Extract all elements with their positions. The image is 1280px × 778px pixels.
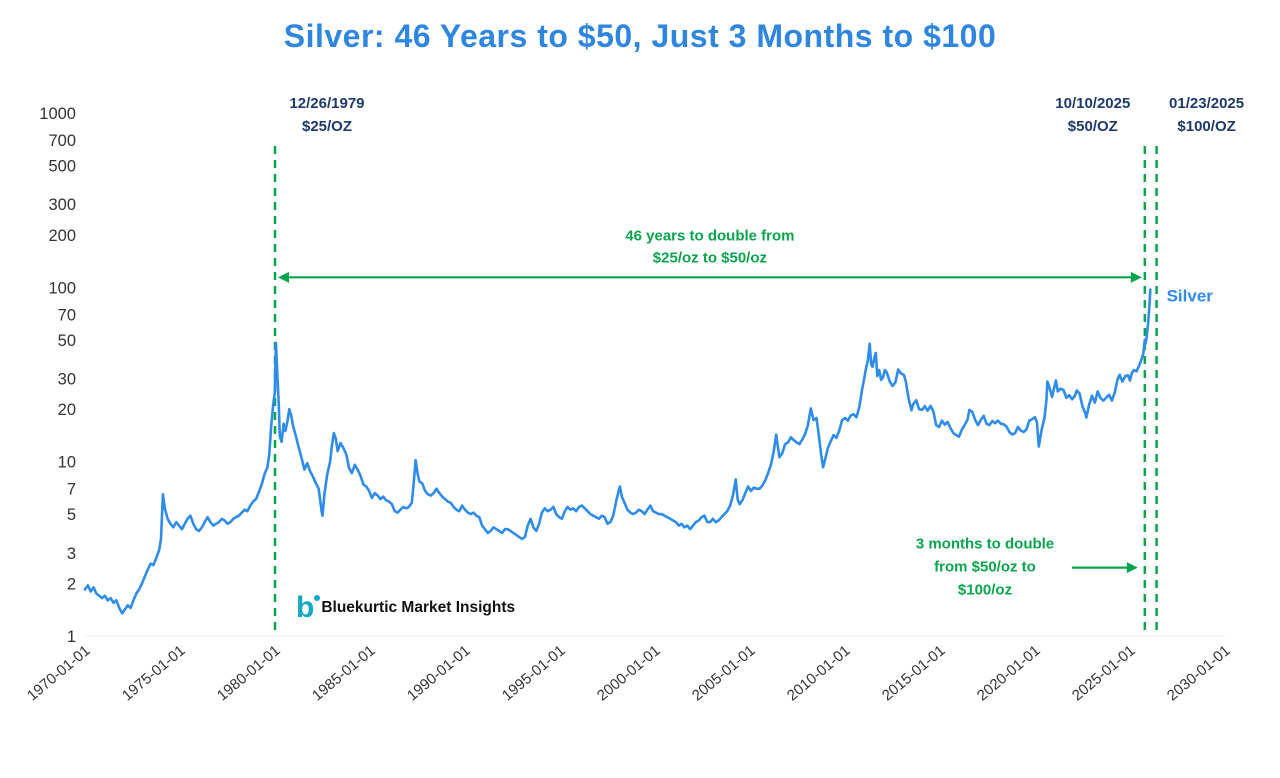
y-tick-label: 70 — [58, 306, 76, 324]
event-date-label: 10/10/2025 — [1055, 95, 1130, 112]
x-tick-label: 2010-01-01 — [784, 642, 854, 704]
x-tick-label: 2030-01-01 — [1164, 642, 1234, 704]
x-tick-label: 2005-01-01 — [689, 642, 759, 704]
x-tick-label: 1975-01-01 — [119, 642, 189, 704]
y-tick-label: 20 — [58, 401, 76, 419]
arrowhead-right-icon — [1130, 271, 1142, 283]
event-price-label: $25/OZ — [302, 118, 352, 135]
annotation-text: $25/oz to $50/oz — [653, 249, 767, 266]
chart-title: Silver: 46 Years to $50, Just 3 Months t… — [283, 18, 997, 54]
y-tick-label: 3 — [67, 545, 76, 563]
y-tick-label: 1000 — [39, 105, 76, 123]
bluekurtic-logo-name: Bluekurtic Market Insights — [321, 599, 516, 616]
y-tick-label: 200 — [48, 227, 76, 245]
x-tick-label: 1980-01-01 — [214, 642, 284, 704]
arrowhead-left-icon — [278, 271, 289, 283]
y-tick-label: 100 — [48, 279, 76, 297]
y-tick-label: 300 — [48, 196, 76, 214]
x-axis-labels: 1970-01-01 1975-01-01 1980-01-01 1985-01-01… — [24, 642, 1234, 704]
y-axis-labels: 1000 700 500 300 200 100 70 50 30 20 10 7 5 3 2 1 — [39, 105, 76, 646]
y-tick-label: 2 — [67, 576, 76, 594]
annotation-text: 46 years to double from — [625, 227, 794, 244]
x-tick-label: 2020-01-01 — [974, 642, 1044, 704]
annotation-text: 3 months to double — [916, 536, 1054, 553]
y-tick-label: 50 — [58, 332, 76, 350]
annotation-46-years: 46 years to double from $25/oz to $50/oz — [278, 227, 1142, 283]
x-tick-label: 1995-01-01 — [499, 642, 569, 704]
y-tick-label: 700 — [48, 132, 76, 150]
series-label: Silver — [1167, 287, 1214, 306]
event-price-label: $100/OZ — [1177, 118, 1235, 135]
x-tick-label: 1970-01-01 — [24, 642, 94, 704]
y-tick-label: 1 — [67, 628, 76, 646]
logo-letter: b — [296, 591, 315, 624]
x-tick-label: 1985-01-01 — [309, 642, 379, 704]
x-tick-label: 2025-01-01 — [1069, 642, 1139, 704]
x-tick-label: 2015-01-01 — [879, 642, 949, 704]
logo-dot-icon — [314, 595, 321, 601]
annotation-text: $100/oz — [958, 582, 1012, 599]
event-date-label: 01/23/2025 — [1169, 95, 1244, 112]
bluekurtic-logo: b Bluekurtic Market Insights — [296, 591, 516, 624]
y-tick-label: 30 — [58, 370, 76, 388]
y-tick-label: 7 — [67, 481, 76, 499]
x-tick-label: 2000-01-01 — [594, 642, 664, 704]
bluekurtic-logo-mark: b — [296, 591, 321, 624]
x-tick-label: 1990-01-01 — [404, 642, 474, 704]
price-line — [83, 288, 1152, 615]
y-tick-label: 500 — [48, 157, 76, 175]
y-tick-label: 5 — [67, 506, 76, 524]
annotation-3-months: 3 months to double from $50/oz to $100/oz — [916, 536, 1138, 599]
y-tick-label: 10 — [58, 454, 76, 472]
event-price-label: $50/OZ — [1068, 118, 1118, 135]
annotation-text: from $50/oz to — [934, 559, 1036, 576]
event-date-label: 12/26/1979 — [289, 95, 364, 112]
arrowhead-right-icon — [1126, 562, 1138, 574]
